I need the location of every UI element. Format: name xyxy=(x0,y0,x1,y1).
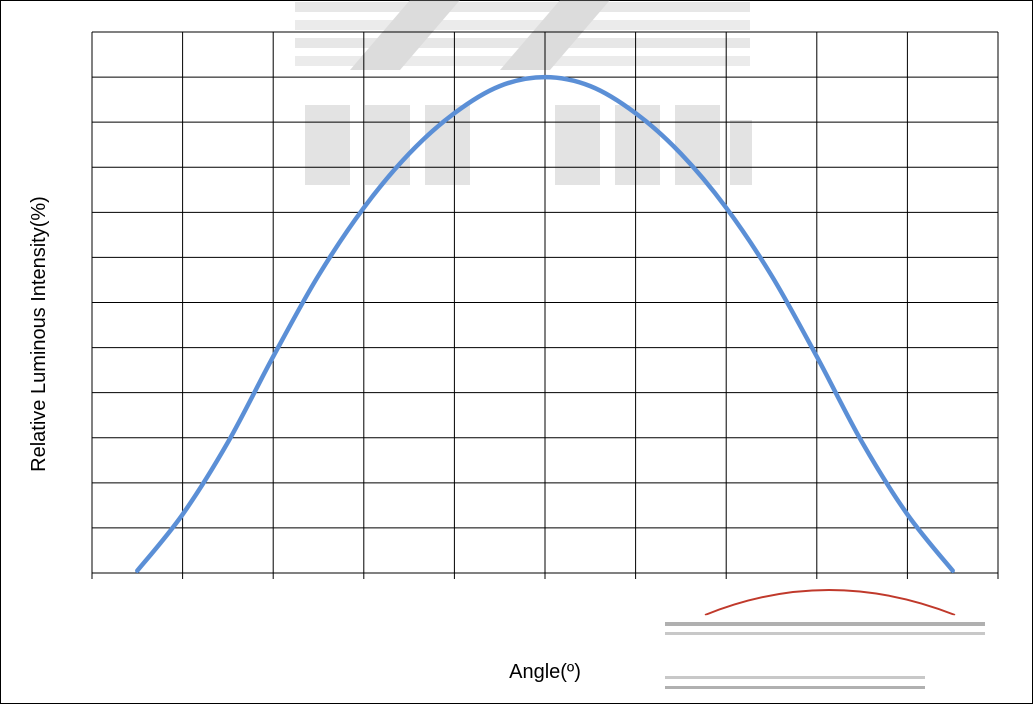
watermark-stripes xyxy=(295,0,750,70)
watermark-letters xyxy=(305,105,752,185)
series-line-0 xyxy=(135,74,955,573)
y-axis-label: Relative Luminous Intensity(%) xyxy=(28,196,50,472)
grid xyxy=(91,31,999,574)
x-ticks xyxy=(91,573,999,579)
x-axis-label: Angle(º) xyxy=(509,661,581,683)
curves xyxy=(135,74,955,573)
company-seal xyxy=(660,589,985,695)
watermark-logo xyxy=(295,0,752,185)
